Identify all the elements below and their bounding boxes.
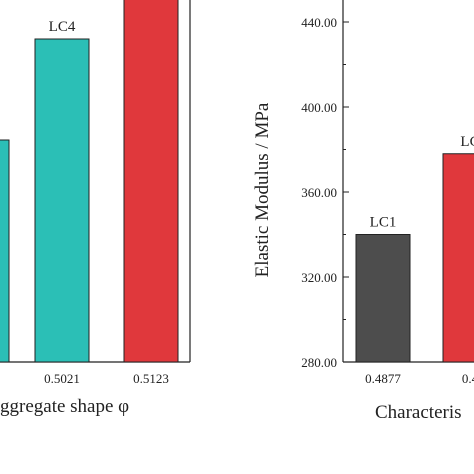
right-bar-label-1: LC1 — [370, 215, 397, 231]
left-chart-panel: LC4LC5 0.5021 0.5123 ggregate shape φ — [0, 0, 191, 417]
left-bar-2 — [34, 38, 90, 363]
right-y-tick-label-0: 280.00 — [301, 355, 337, 370]
right-y-axis-label: Elastic Modulus / MPa — [252, 102, 273, 277]
right-x-tick-2: 0.4 — [462, 371, 474, 386]
left-x-axis-label: ggregate shape φ — [0, 396, 129, 417]
right-x-axis-label: Characteris — [375, 402, 462, 423]
left-bar-label-2: LC4 — [49, 19, 76, 35]
right-y-ticks: 280.00 320.00 360.00 400.00 440.00 — [301, 15, 349, 370]
right-y-tick-label-1: 320.00 — [301, 270, 337, 285]
right-bar-1 — [355, 234, 411, 363]
left-x-tick-labels: 0.5021 0.5123 — [44, 371, 169, 386]
right-x-tick-labels: 0.4877 0.4 — [365, 371, 474, 386]
right-y-tick-label-2: 360.00 — [301, 185, 337, 200]
left-x-tick-2: 0.5021 — [44, 371, 80, 386]
right-bar-label-2: LC — [460, 134, 474, 150]
right-bars-group: LC1 LC — [355, 134, 474, 363]
left-x-tick-3: 0.5123 — [133, 371, 169, 386]
right-y-tick-label-4: 440.00 — [301, 15, 337, 30]
left-bar-1 — [0, 139, 10, 363]
right-x-tick-1: 0.4877 — [365, 371, 401, 386]
right-bar-2 — [442, 153, 474, 363]
left-bar-3 — [123, 0, 179, 363]
right-chart-panel: 280.00 320.00 360.00 400.00 440.00 LC1 LC 0.4… — [252, 0, 474, 423]
right-y-tick-label-3: 400.00 — [301, 100, 337, 115]
left-bars-group: LC4LC5 — [0, 0, 179, 363]
